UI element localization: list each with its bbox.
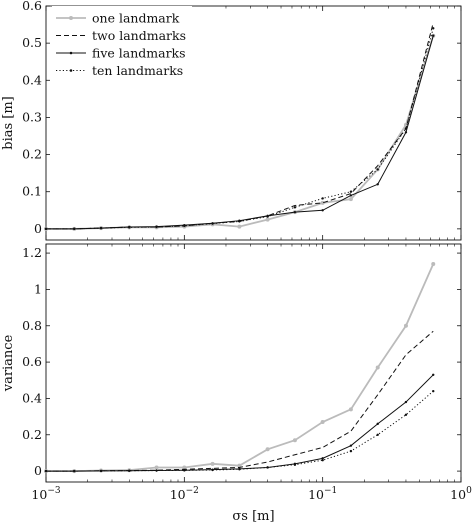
plot-frame	[45, 5, 462, 241]
data-point	[155, 469, 158, 472]
x-tick-label: 10−1	[308, 486, 337, 502]
data-point	[128, 469, 131, 472]
data-point	[404, 127, 408, 130]
x-tick-label: 10−3	[31, 486, 60, 502]
data-point	[238, 468, 241, 471]
y-tick-label: 0.5	[22, 35, 42, 50]
y-tick-label: 0	[34, 221, 42, 236]
data-point	[349, 190, 353, 193]
y-axis-label: variance	[1, 334, 16, 392]
data-point	[320, 200, 325, 205]
data-point	[293, 206, 297, 209]
data-point	[266, 466, 269, 469]
data-point	[348, 197, 353, 202]
data-point	[238, 220, 241, 223]
data-point	[99, 469, 103, 473]
data-point	[293, 463, 297, 466]
y-tick-label: 0.3	[22, 109, 42, 124]
y-tick-label: 0	[34, 463, 42, 478]
data-point	[375, 365, 380, 370]
y-axis-label: bias [m]	[1, 96, 16, 150]
series-line-five-landmarks	[46, 374, 434, 472]
bias-plot: 0 0.1 0.2 0.3 0.4 0.5 0.6 bias [m]	[1, 0, 462, 241]
data-point	[321, 458, 324, 462]
x-tick-label: 10−2	[170, 486, 199, 502]
data-point	[154, 465, 159, 470]
y-tick-label: 0.4	[22, 72, 42, 87]
data-point	[348, 407, 353, 412]
data-point	[376, 183, 379, 186]
data-point	[321, 197, 324, 200]
data-point	[155, 225, 158, 229]
legend-entry: one landmark	[92, 11, 180, 26]
data-point	[349, 444, 353, 447]
x-tick-label: 100	[450, 486, 472, 502]
plot-frame	[45, 243, 462, 483]
data-point	[376, 168, 379, 171]
data-point	[376, 422, 379, 426]
data-point	[265, 217, 270, 222]
y-tick-label: 1	[34, 281, 42, 296]
series-line-one-landmark	[46, 263, 435, 472]
data-point	[99, 226, 103, 230]
data-point	[73, 227, 76, 231]
variance-plot: 0 0.2 0.4 0.6 0.8 1 1.2 10−3 10−2 10−1 100 variance…	[1, 243, 472, 524]
y-tick-label: 0.2	[22, 147, 42, 162]
data-point	[349, 194, 353, 197]
y-tick-label: 0.4	[22, 390, 42, 405]
data-point	[404, 413, 408, 416]
legend-entry: five landmarks	[92, 46, 186, 61]
legend-entry: ten landmarks	[92, 63, 183, 78]
data-point	[432, 27, 435, 30]
data-point	[237, 463, 242, 468]
legend-marker	[69, 51, 73, 55]
y-tick-label: 0.6	[22, 0, 42, 13]
data-point	[266, 215, 269, 218]
data-point	[404, 131, 408, 134]
legend-entry: two landmarks	[92, 28, 186, 43]
data-point	[211, 468, 214, 472]
y-tick-label: 0.2	[22, 427, 42, 442]
legend: one landmark two landmarks five landmarks t…	[52, 6, 192, 82]
data-point	[431, 261, 436, 266]
data-point	[182, 465, 187, 470]
data-point	[44, 227, 48, 231]
legend-marker	[69, 69, 73, 72]
data-point	[237, 224, 242, 229]
data-point	[404, 400, 408, 404]
series-line-ten-landmarks	[46, 390, 434, 472]
data-point	[265, 447, 270, 452]
y-tick-label: 0.8	[22, 318, 42, 333]
data-point	[376, 433, 379, 436]
data-point	[320, 420, 325, 425]
data-point	[183, 469, 186, 472]
data-point	[349, 449, 353, 453]
data-point	[210, 461, 215, 466]
y-tick-label: 0.1	[22, 184, 42, 199]
data-point	[432, 373, 435, 377]
data-point	[211, 222, 214, 225]
data-point	[73, 469, 76, 473]
data-point	[403, 323, 408, 328]
x-axis-label: σs [m]	[232, 509, 274, 524]
data-point	[321, 457, 324, 460]
y-tick-label: 0.6	[22, 354, 42, 369]
data-point	[292, 438, 297, 443]
data-point	[128, 226, 131, 229]
data-point	[321, 209, 324, 212]
legend-marker	[69, 16, 73, 20]
data-point	[44, 469, 48, 473]
data-point	[432, 34, 435, 37]
data-point	[183, 224, 186, 228]
series-line-two-landmarks	[46, 330, 434, 472]
data-point	[432, 389, 435, 393]
y-tick-label: 1.2	[22, 245, 42, 260]
data-point	[293, 210, 297, 214]
